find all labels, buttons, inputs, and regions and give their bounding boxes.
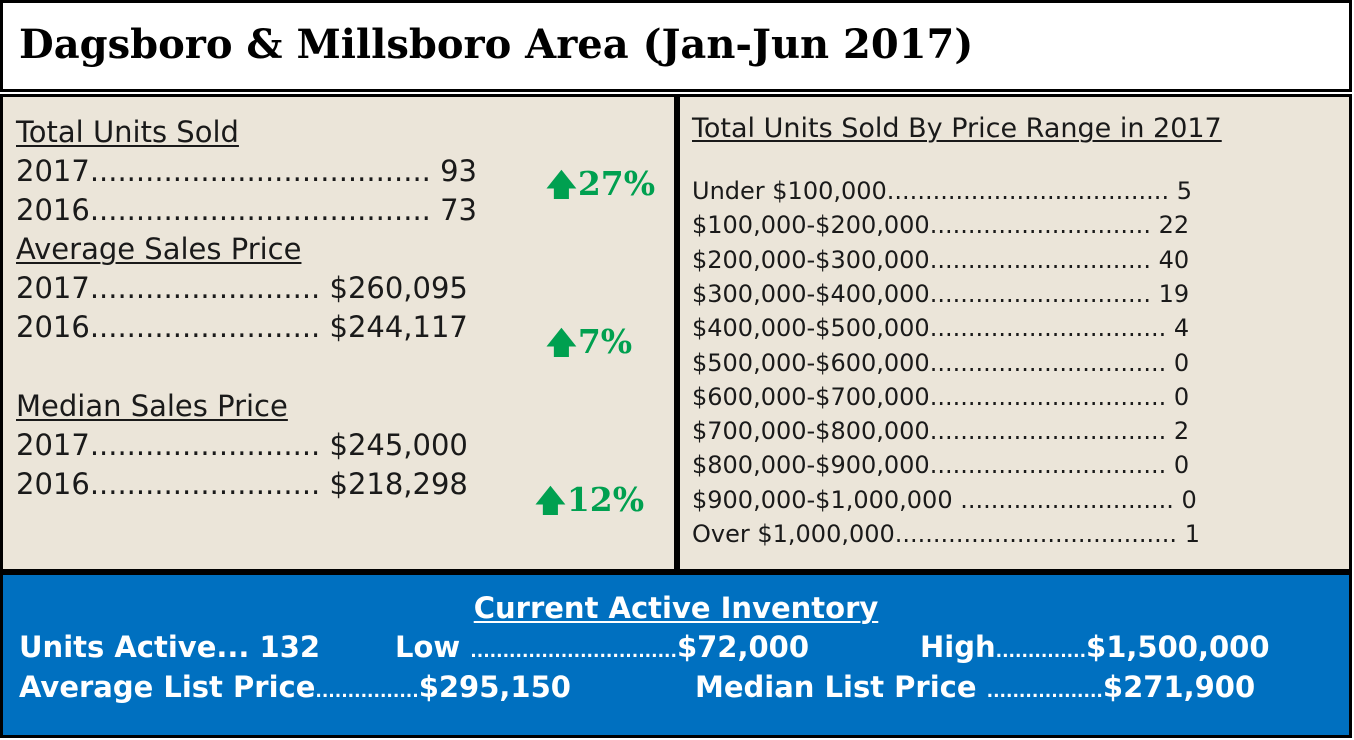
median-price-heading: Median Sales Price	[16, 389, 288, 423]
median-list-price: Median List Price ..................$271…	[695, 670, 1256, 704]
inventory-heading: Current Active Inventory	[473, 591, 879, 625]
price-range-panel: Total Units Sold By Price Range in 2017 …	[677, 94, 1352, 572]
median-price-row-2017: 2017......................... $245,000	[16, 428, 468, 462]
title-bar: Dagsboro & Millsboro Area (Jan-Jun 2017)	[0, 0, 1352, 92]
price-range-row: $100,000-$200,000.......................…	[692, 211, 1190, 240]
low-price: Low ................................$72,…	[395, 630, 810, 664]
price-range-row: $400,000-$500,000.......................…	[692, 314, 1190, 343]
median-price-change: 🡅12%	[535, 480, 645, 519]
price-range-row: $700,000-$800,000.......................…	[692, 417, 1190, 446]
average-price-heading: Average Sales Price	[16, 232, 302, 266]
total-units-row-2017: 2017....................................…	[16, 154, 478, 188]
price-range-row: $500,000-$600,000.......................…	[692, 348, 1190, 377]
arrow-up-icon: 🡅	[546, 326, 577, 361]
average-price-row-2016: 2016......................... $244,117	[16, 310, 468, 344]
left-stats-panel: Total Units Sold 2017...................…	[0, 94, 677, 572]
active-inventory-panel: Current Active Inventory Units Active...…	[0, 572, 1352, 738]
price-range-heading: Total Units Sold By Price Range in 2017	[692, 113, 1222, 144]
units-active: Units Active... 132	[19, 630, 321, 664]
total-units-change: 🡅27%	[546, 164, 656, 203]
price-range-row: $800,000-$900,000.......................…	[692, 451, 1190, 480]
page-title: Dagsboro & Millsboro Area (Jan-Jun 2017)	[19, 21, 974, 68]
average-list-price: Average List Price................$295,1…	[19, 670, 571, 704]
price-range-row: Under $100,000..........................…	[692, 177, 1192, 205]
arrow-up-icon: 🡅	[535, 484, 566, 519]
price-range-row: $900,000-$1,000,000 ....................…	[692, 485, 1197, 514]
price-range-row: Over $1,000,000.........................…	[692, 520, 1200, 548]
price-range-row: $200,000-$300,000.......................…	[692, 245, 1190, 274]
arrow-up-icon: 🡅	[546, 168, 577, 203]
median-price-row-2016: 2016......................... $218,298	[16, 467, 468, 501]
total-units-heading: Total Units Sold	[16, 115, 239, 149]
average-price-row-2017: 2017......................... $260,095	[16, 271, 468, 305]
high-price: High..............$1,500,000	[920, 630, 1270, 664]
total-units-row-2016: 2016....................................…	[16, 193, 478, 227]
average-price-change: 🡅7%	[546, 322, 633, 361]
price-range-row: $300,000-$400,000.......................…	[692, 279, 1190, 308]
price-range-row: $600,000-$700,000.......................…	[692, 382, 1190, 411]
